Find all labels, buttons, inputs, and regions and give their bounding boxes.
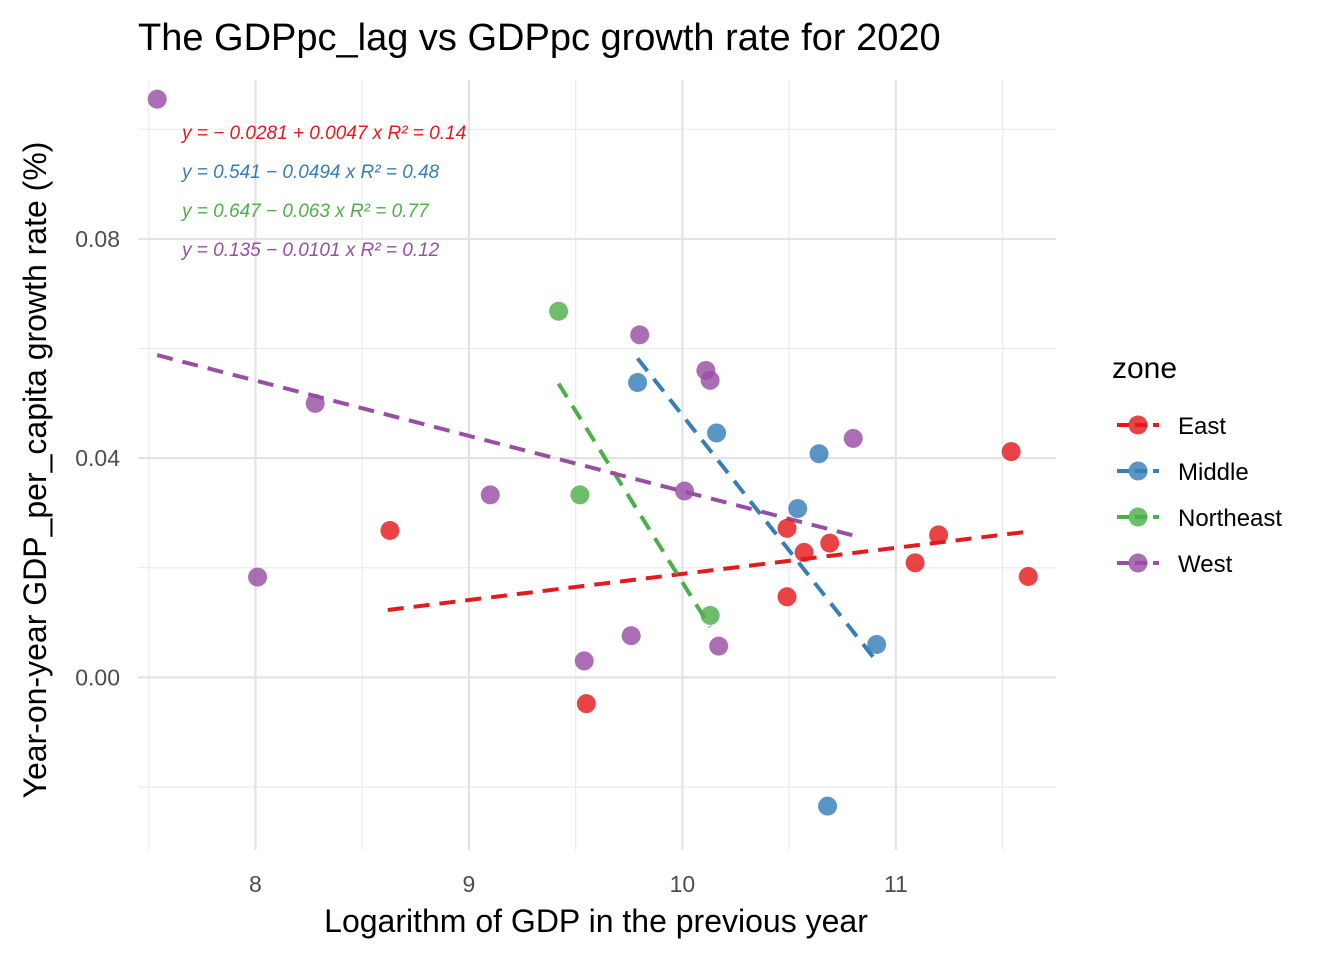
point-west <box>709 636 729 656</box>
grid-major <box>138 80 1056 850</box>
point-west <box>305 393 325 413</box>
legend-item-middle: Middle <box>1117 459 1249 486</box>
y-axis-title: Year-on-year GDP_per_capita growth rate … <box>17 142 53 799</box>
point-west <box>700 370 720 390</box>
point-middle <box>809 444 829 464</box>
y-tick-label: 0.00 <box>75 664 120 690</box>
point-middle <box>818 796 838 816</box>
x-tick-label: 8 <box>249 871 262 897</box>
point-west <box>621 626 641 646</box>
legend-key-point <box>1128 507 1148 527</box>
y-tick-label: 0.04 <box>75 445 120 471</box>
fit-line-middle <box>635 357 879 663</box>
point-east <box>794 542 814 562</box>
point-west <box>843 428 863 448</box>
legend-key-point <box>1128 553 1148 573</box>
y-axis-ticks: 0.00 0.04 0.08 <box>75 226 120 690</box>
x-tick-label: 11 <box>884 871 908 897</box>
point-east <box>380 520 400 540</box>
point-west <box>248 567 268 587</box>
point-northeast <box>570 485 590 505</box>
legend-item-northeast: Northeast <box>1117 505 1282 532</box>
fit-line-east <box>387 529 1029 612</box>
point-west <box>675 481 695 501</box>
legend-key-point <box>1128 461 1148 481</box>
point-west <box>147 89 167 109</box>
legend-label: East <box>1178 413 1226 440</box>
legend-item-west: West <box>1117 551 1233 578</box>
point-northeast <box>700 605 720 625</box>
point-east <box>576 694 596 714</box>
point-middle <box>867 634 887 654</box>
point-middle <box>788 499 808 519</box>
point-middle <box>628 373 648 393</box>
point-west <box>574 651 594 671</box>
point-west <box>480 485 500 505</box>
point-middle <box>707 423 727 443</box>
legend-key-point <box>1128 415 1148 435</box>
legend-label: West <box>1178 551 1233 578</box>
x-tick-label: 10 <box>670 871 696 897</box>
x-tick-label: 9 <box>463 871 476 897</box>
legend-item-east: East <box>1117 413 1226 440</box>
data-points <box>147 89 1038 816</box>
point-east <box>1001 442 1021 462</box>
point-northeast <box>549 301 569 321</box>
regression-equation-northeast: y = 0.647 − 0.063 x R² = 0.77 <box>180 201 430 222</box>
y-tick-label: 0.08 <box>75 226 120 252</box>
regression-equation-east: y = − 0.0281 + 0.0047 x R² = 0.14 <box>180 123 466 144</box>
fit-lines <box>156 353 1029 663</box>
point-east <box>777 587 797 607</box>
legend: zone East Middle Northeast West <box>1112 352 1282 578</box>
point-east <box>905 553 925 573</box>
x-axis-ticks: 8 9 10 11 <box>249 871 908 897</box>
point-east <box>777 518 797 538</box>
chart-title: The GDPpc_lag vs GDPpc growth rate for 2… <box>138 17 941 59</box>
fit-line-northeast <box>556 382 712 629</box>
x-axis-title: Logarithm of GDP in the previous year <box>324 903 868 939</box>
legend-label: Northeast <box>1178 505 1282 532</box>
legend-title: zone <box>1112 352 1177 385</box>
point-east <box>1018 567 1038 587</box>
regression-equation-middle: y = 0.541 − 0.0494 x R² = 0.48 <box>180 162 440 183</box>
fit-line-west <box>156 353 854 538</box>
point-east <box>820 533 840 553</box>
point-west <box>630 325 650 345</box>
point-east <box>929 525 949 545</box>
grid-minor <box>138 80 1056 850</box>
regression-annotations: y = − 0.0281 + 0.0047 x R² = 0.14 y = 0.5… <box>180 123 466 261</box>
regression-equation-west: y = 0.135 − 0.0101 x R² = 0.12 <box>180 240 440 261</box>
legend-label: Middle <box>1178 459 1249 486</box>
